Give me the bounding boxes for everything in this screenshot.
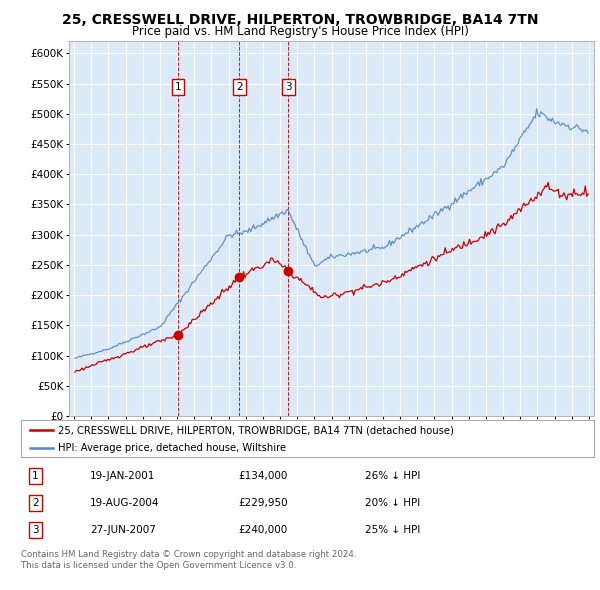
Text: HPI: Average price, detached house, Wiltshire: HPI: Average price, detached house, Wilt… [58, 443, 286, 453]
Text: 1: 1 [32, 471, 38, 481]
Text: £134,000: £134,000 [239, 471, 288, 481]
Text: Price paid vs. HM Land Registry's House Price Index (HPI): Price paid vs. HM Land Registry's House … [131, 25, 469, 38]
Text: 19-AUG-2004: 19-AUG-2004 [90, 498, 159, 508]
Text: 26% ↓ HPI: 26% ↓ HPI [365, 471, 420, 481]
Text: 1: 1 [175, 81, 181, 91]
Text: 3: 3 [285, 81, 292, 91]
Text: 25, CRESSWELL DRIVE, HILPERTON, TROWBRIDGE, BA14 7TN (detached house): 25, CRESSWELL DRIVE, HILPERTON, TROWBRID… [58, 425, 454, 435]
Text: £229,950: £229,950 [239, 498, 289, 508]
Text: £240,000: £240,000 [239, 525, 288, 535]
Text: 27-JUN-2007: 27-JUN-2007 [90, 525, 155, 535]
Text: Contains HM Land Registry data © Crown copyright and database right 2024.: Contains HM Land Registry data © Crown c… [21, 550, 356, 559]
Text: 3: 3 [32, 525, 38, 535]
Text: 25, CRESSWELL DRIVE, HILPERTON, TROWBRIDGE, BA14 7TN: 25, CRESSWELL DRIVE, HILPERTON, TROWBRID… [62, 13, 538, 27]
Text: 2: 2 [32, 498, 38, 508]
Text: 2: 2 [236, 81, 242, 91]
Text: 20% ↓ HPI: 20% ↓ HPI [365, 498, 420, 508]
Text: 25% ↓ HPI: 25% ↓ HPI [365, 525, 420, 535]
Text: This data is licensed under the Open Government Licence v3.0.: This data is licensed under the Open Gov… [21, 560, 296, 569]
Text: 19-JAN-2001: 19-JAN-2001 [90, 471, 155, 481]
